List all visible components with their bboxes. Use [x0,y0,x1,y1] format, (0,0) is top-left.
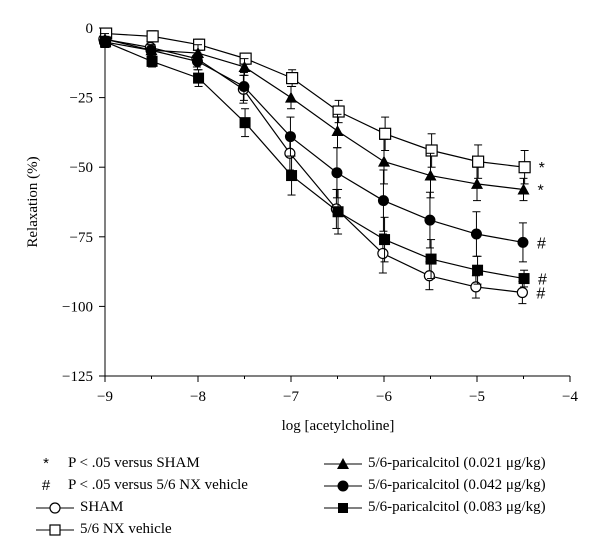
legend-label-paricalcitol-mid: 5/6-paricalcitol (0.042 μg/kg) [368,477,546,493]
series-line [103,38,523,294]
y-tick-label: 0 [86,21,94,37]
asterisk-symbol: * [43,455,49,472]
legend-item-sham: SHAM [34,499,123,516]
data-point [239,117,251,129]
hash-symbol: # [41,477,51,494]
data-point [471,177,483,189]
x-axis-label: log [acetylcholine] [282,418,395,434]
x-tick-label: −6 [376,389,392,405]
significance-label: # [537,235,546,252]
y-tick-label: −125 [62,369,93,385]
data-point [424,169,437,181]
triangle-filled-marker-icon [324,457,362,469]
x-tick-label: −8 [190,389,206,405]
legend-label-paricalcitol-high: 5/6-paricalcitol (0.083 μg/kg) [368,499,546,515]
legend-item-vehicle: 5/6 NX vehicle [34,521,172,538]
data-point [238,80,250,92]
data-point [331,125,344,137]
data-point [286,170,298,182]
legend-label-sham: SHAM [80,499,124,515]
data-point [100,36,112,48]
data-point [332,206,344,218]
circle-open-marker-icon [36,501,74,514]
y-tick-label: −50 [70,160,93,176]
data-point [238,60,251,72]
x-tick-label: −7 [283,389,299,405]
circle-filled-marker-icon [324,480,362,491]
data-point [470,228,482,240]
data-point [286,72,299,85]
series-4: # [98,35,546,263]
square-filled-marker-icon [324,502,362,513]
data-point [424,214,436,226]
data-point [285,91,297,103]
data-point [472,155,485,168]
series-line [105,41,525,280]
data-point [378,155,390,167]
y-tick-label: −100 [62,299,93,315]
data-point [146,55,158,67]
series-line [104,41,524,243]
legend-label-vehicle: 5/6 NX vehicle [80,521,172,537]
data-point [425,253,437,265]
legend-item-paricalcitol-low: 5/6-paricalcitol (0.021 μg/kg) [322,455,546,472]
significance-label: * [539,160,545,177]
data-point [145,44,157,56]
legend-item-paricalcitol-high: 5/6-paricalcitol (0.083 μg/kg) [322,499,546,516]
data-point [331,167,343,179]
data-point [379,127,392,140]
note-vehicle-text: P < .05 versus 5/6 NX vehicle [68,477,248,493]
data-point [193,72,205,84]
data-point [423,270,435,282]
data-point [518,273,530,285]
y-tick-label: −75 [70,230,93,246]
data-point [379,234,391,246]
series-line [104,38,524,191]
y-axis-label: Relaxation (%) [25,156,41,247]
note-vehicle: # P < .05 versus 5/6 NX vehicle [34,477,248,494]
square-open-marker-icon [36,523,74,536]
data-point [516,286,528,299]
note-sham-text: P < .05 versus SHAM [68,455,200,471]
data-point [332,105,345,118]
tick-labels: −9 −8 −7 −6 −5 −4 0 −25 −50 −75 −100 −125 [62,21,578,405]
data-point [472,264,484,276]
data-point [146,30,159,43]
data-point [284,131,296,143]
series-3: * [99,33,544,202]
legend-item-paricalcitol-mid: 5/6-paricalcitol (0.042 μg/kg) [322,477,546,494]
data-point [517,183,530,195]
data-point [517,236,529,248]
data-point [191,55,203,67]
x-tick-label: −9 [97,389,113,405]
series-5: # [100,35,547,289]
significance-label: # [536,285,545,302]
axes [104,28,570,377]
legend-label-paricalcitol-low: 5/6-paricalcitol (0.021 μg/kg) [368,455,546,471]
series-layer: #**## [98,27,547,305]
x-tick-label: −4 [562,389,578,405]
data-point [377,247,389,260]
data-point [518,161,531,174]
y-tick-label: −25 [70,91,93,107]
note-sham: * P < .05 versus SHAM [34,455,200,472]
data-point [284,147,296,159]
data-point [425,144,438,157]
data-point [470,281,482,293]
series-line [106,32,525,168]
x-tick-label: −5 [469,389,485,405]
significance-label: * [538,182,544,199]
series-2: * [100,27,545,185]
data-point [377,195,389,207]
significance-label: # [538,272,547,289]
